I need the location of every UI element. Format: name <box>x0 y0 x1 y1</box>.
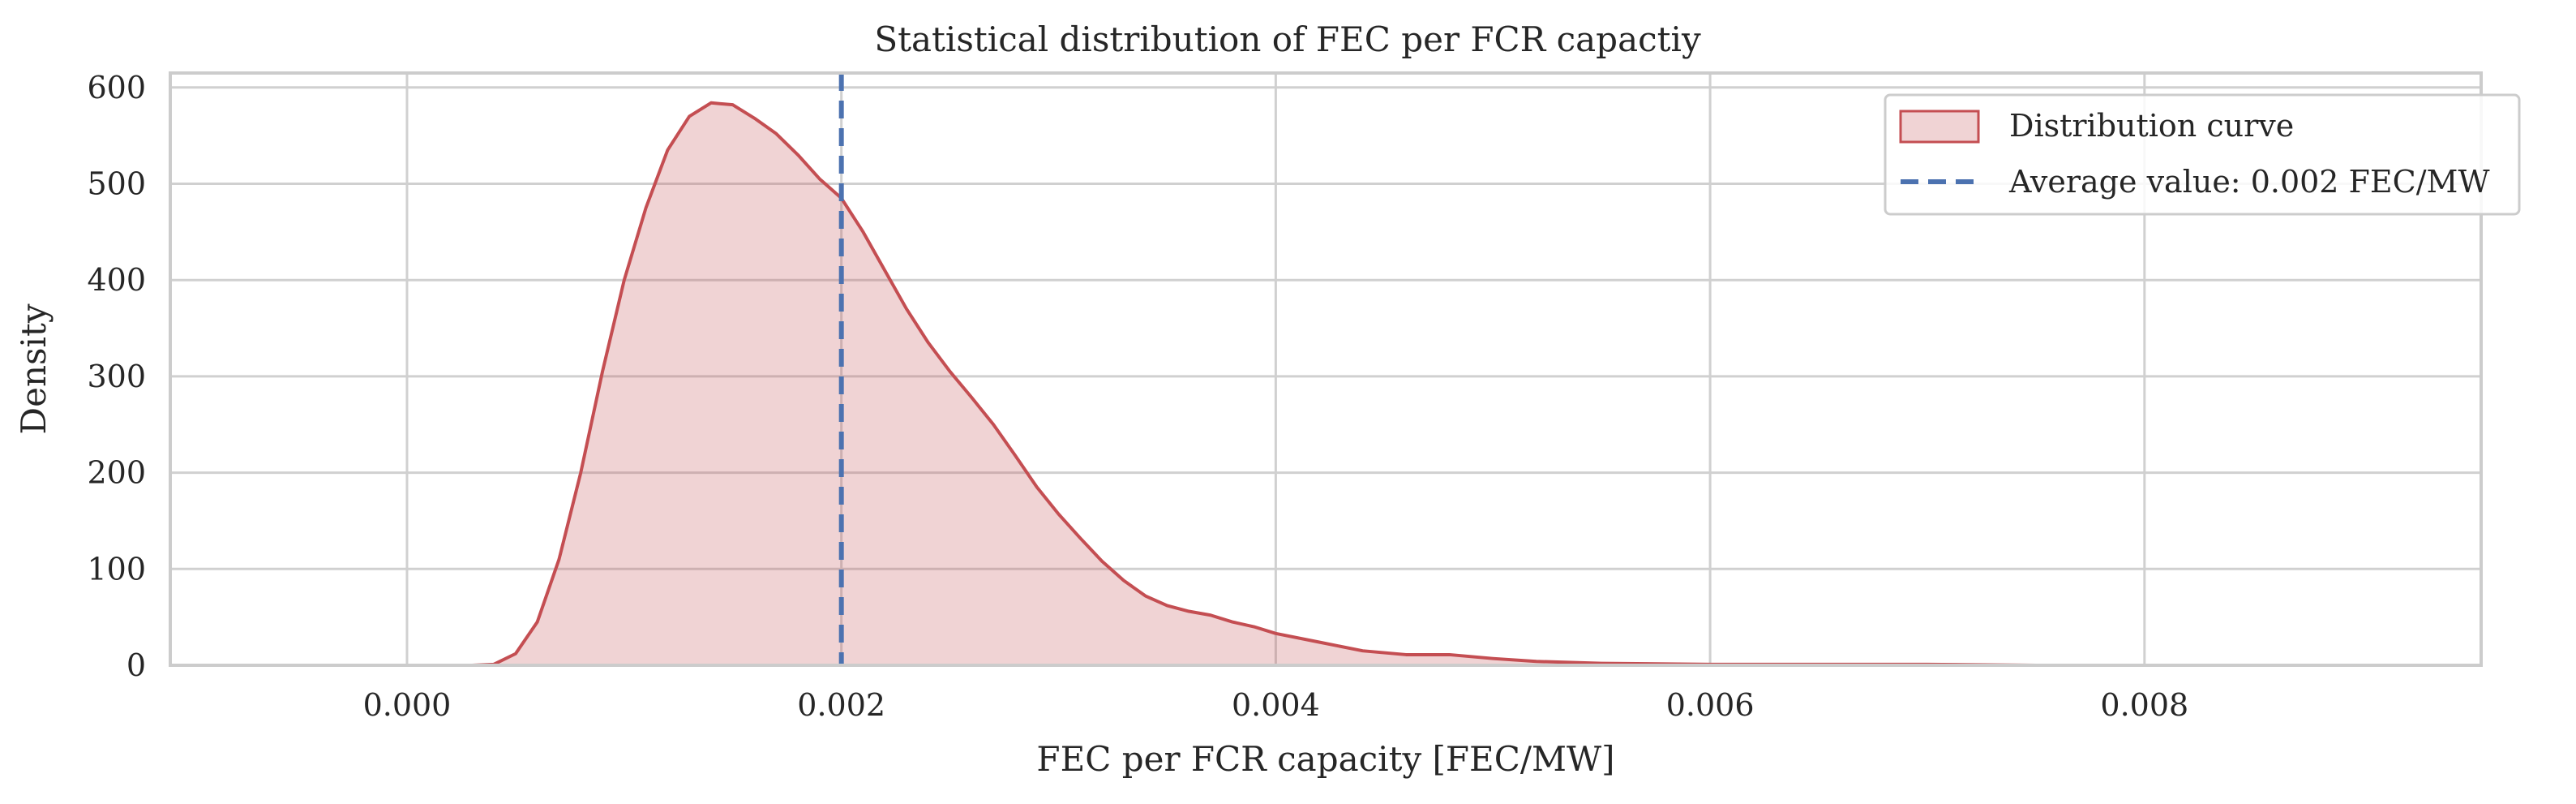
legend: Distribution curve Average value: 0.002 … <box>1884 93 2521 216</box>
y-tick-label: 600 <box>87 70 146 105</box>
tick-layer: 0.000 0.002 0.004 0.006 0.008 0 100 200 300 400 50… <box>87 70 2188 723</box>
chart-title: Statistical distribution of FEC per FCR … <box>874 19 1701 59</box>
legend-label-average: Average value: 0.002 FEC/MW <box>2008 164 2490 200</box>
x-tick-label: 0.004 <box>1232 687 1320 723</box>
y-tick-label: 500 <box>87 166 146 202</box>
legend-box <box>1884 93 2521 216</box>
area-layer <box>319 101 2384 667</box>
y-axis-label: Density <box>14 303 54 434</box>
y-tick-label: 300 <box>87 359 146 394</box>
y-tick-label: 400 <box>87 262 146 298</box>
y-tick-label: 200 <box>87 455 146 491</box>
x-tick-label: 0.000 <box>363 687 452 723</box>
legend-label-distribution: Distribution curve <box>2009 108 2294 144</box>
x-axis-label: FEC per FCR capacity [FEC/MW] <box>1036 739 1614 779</box>
x-tick-label: 0.006 <box>1666 687 1755 723</box>
x-tick-label: 0.008 <box>2100 687 2188 723</box>
plot-frame <box>169 71 2483 667</box>
y-tick-label: 0 <box>126 647 146 683</box>
x-tick-label: 0.002 <box>797 687 885 723</box>
y-tick-label: 100 <box>87 551 146 587</box>
distribution-curve-line <box>319 101 2384 667</box>
legend-swatch-distribution <box>1899 110 1980 144</box>
distribution-area-fill <box>319 102 2384 665</box>
